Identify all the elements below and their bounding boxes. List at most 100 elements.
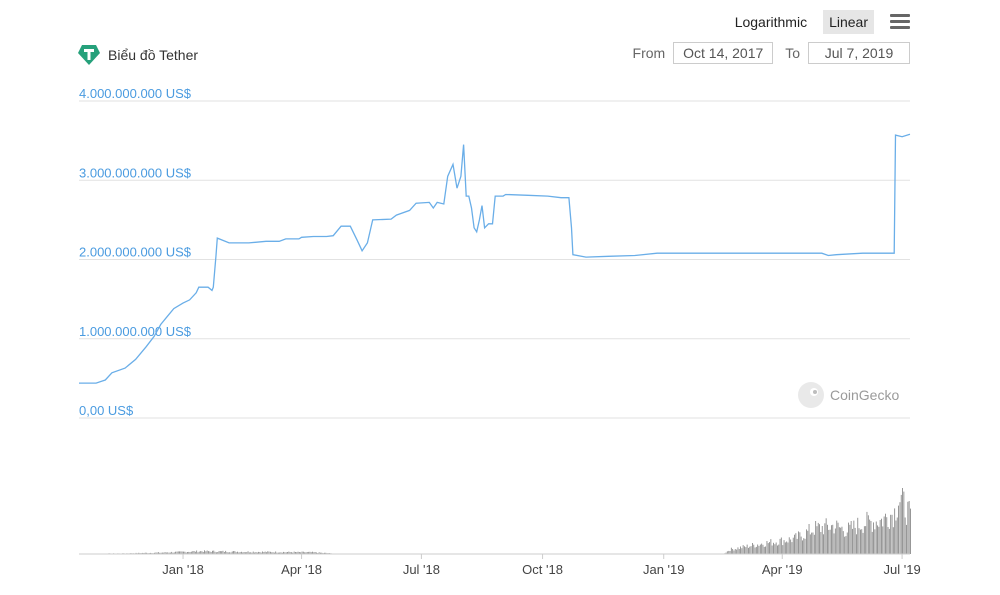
volume-bar [187,552,188,554]
volume-bar [891,514,893,554]
volume-bar [233,551,234,554]
volume-bar [168,552,170,554]
volume-bar [850,521,852,554]
menu-icon[interactable] [890,14,910,30]
volume-bar [210,552,212,554]
volume-bar [852,528,853,554]
volume-bar [262,551,263,554]
volume-bar [155,552,157,554]
volume-bar [160,552,162,554]
volume-bar [799,532,801,554]
volume-bar [832,524,834,554]
volume-bar [279,552,281,554]
volume-bar [803,538,805,554]
volume-bar [314,552,316,554]
volume-bar [177,551,179,554]
volume-bar [221,551,223,554]
volume-bar [212,550,213,554]
volume-bar [222,550,224,554]
volume-bar [291,552,292,554]
volume-bar [231,551,233,554]
volume-bar [796,538,798,554]
volume-bar [748,547,749,554]
volume-bar [882,526,884,554]
volume-bar [313,552,315,554]
volume-bar [886,517,888,554]
volume-bar [838,527,840,554]
volume-bar [734,549,736,554]
volume-bar [794,534,795,554]
volume-bar [225,550,227,554]
volume-bar [280,552,282,554]
volume-bar [767,543,769,554]
volume-bar [202,552,204,554]
volume-bar [288,551,290,554]
volume-bar [321,552,323,554]
logarithmic-button[interactable]: Logarithmic [734,14,808,30]
volume-bar [281,552,283,554]
volume-bar [746,544,748,554]
volume-bar [860,529,861,554]
volume-bar [787,542,789,554]
volume-bar [234,551,236,554]
market-cap-line [79,133,911,384]
volume-bar [250,552,252,554]
volume-bar [237,551,238,554]
volume-bar [878,526,880,554]
volume-bar [308,551,310,554]
linear-button[interactable]: Linear [823,10,874,34]
volume-bar [325,552,327,554]
volume-bar [744,546,745,554]
volume-bar [258,551,259,554]
volume-bar [247,551,249,554]
x-tick-label: Apr '18 [281,562,322,577]
volume-bar [260,552,262,554]
volume-bar [870,521,872,554]
volume-bar [300,552,302,554]
volume-bar [181,551,183,554]
volume-bar [740,546,741,554]
volume-bar [277,552,279,554]
volume-bar [238,552,240,554]
from-date-input[interactable]: Oct 14, 2017 [673,42,774,64]
volume-bar [906,524,907,554]
volume-bar [896,517,898,554]
volume-bar [892,527,894,554]
volume-bar [827,524,828,554]
volume-bar [164,552,166,554]
volume-bar [284,552,286,554]
volume-bar [158,552,159,554]
volume-bar [193,551,195,554]
volume-bar [227,552,229,554]
volume-bar [770,539,772,554]
volume-bar [243,552,245,554]
volume-bar [862,532,864,554]
volume-bar [821,526,823,554]
volume-bar [263,552,265,554]
volume-bar [267,551,269,554]
to-date-input[interactable]: Jul 7, 2019 [808,42,910,64]
volume-bar [732,549,734,554]
volume-bar [811,532,813,554]
volume-bar [857,517,859,554]
volume-bar [759,544,761,554]
scale-switch: Logarithmic Linear [729,10,912,34]
volume-bar [312,551,313,554]
gecko-icon [798,382,824,408]
volume-bar [778,544,780,554]
volume-bar [183,551,184,554]
volume-bar [171,551,173,554]
volume-bar [318,552,320,554]
volume-bar [754,547,756,554]
volume-bar [295,552,296,554]
y-tick-label: 0,00 US$ [79,403,134,418]
volume-bar [802,540,803,554]
volume-bar [881,518,882,554]
volume-bar [292,552,294,554]
volume-bar [729,551,731,554]
volume-bar [264,551,266,554]
volume-bar [208,551,209,554]
volume-bar [786,541,788,554]
volume-bar [762,544,764,554]
volume-bar [777,545,778,554]
